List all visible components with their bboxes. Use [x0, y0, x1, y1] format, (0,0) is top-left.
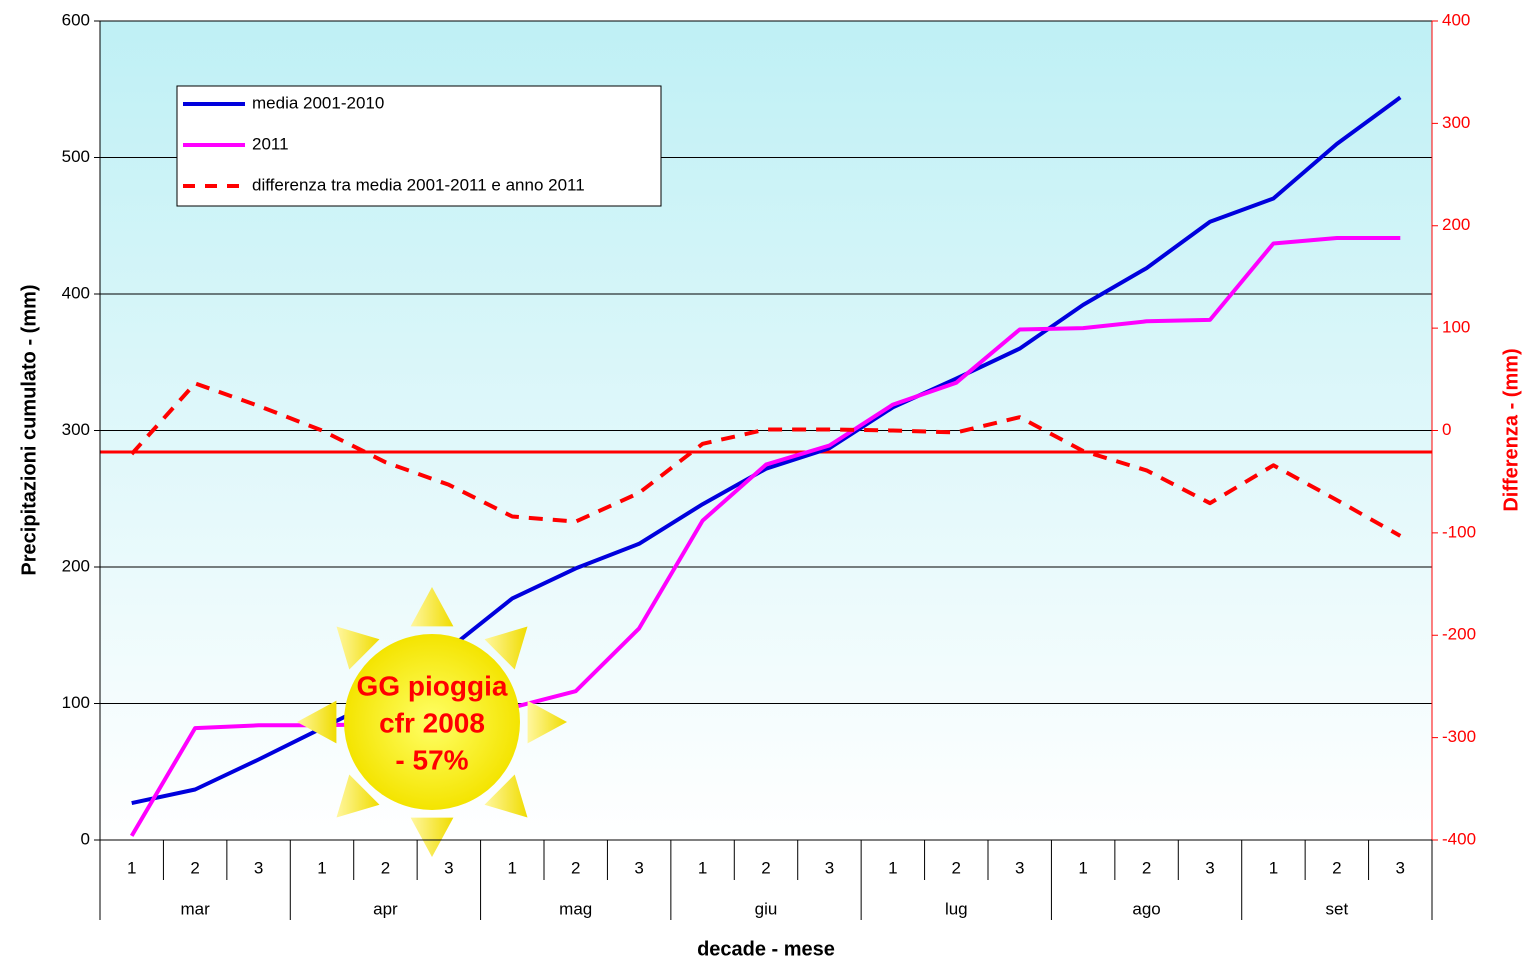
x-tick-label: 3 — [444, 858, 453, 877]
x-tick-label: 3 — [1396, 858, 1405, 877]
x-tick-label: 1 — [698, 858, 707, 877]
annotation: cfr 2008 — [379, 707, 485, 738]
x-group-label: set — [1326, 899, 1349, 918]
sun-disc — [344, 634, 520, 810]
legend — [176, 85, 662, 207]
series-line — [129, 236, 1401, 837]
y2-axis-title: Differenza - (mm) — [1500, 348, 1522, 511]
x-tick-label: 1 — [508, 858, 517, 877]
y-tick-label: 400 — [62, 283, 90, 302]
legend-label: media 2001-2010 — [252, 93, 384, 112]
x-tick-label: 3 — [254, 858, 263, 877]
y-tick-label: 300 — [62, 420, 90, 439]
x-group-label: mar — [181, 899, 211, 918]
y-tick-label: 0 — [81, 829, 90, 848]
y-tick-label: 500 — [62, 147, 90, 166]
x-group-label: ago — [1132, 899, 1160, 918]
y2-tick-label: 0 — [1442, 420, 1451, 439]
y-axis-title: Precipitazioni cumulato - (mm) — [18, 284, 40, 575]
x-tick-label: 3 — [825, 858, 834, 877]
y2-tick-label: 300 — [1442, 113, 1470, 132]
x-group-label: apr — [373, 899, 398, 918]
x-tick-label: 2 — [1142, 858, 1151, 877]
legend-label: 2011 — [252, 134, 289, 153]
x-tick-label: 1 — [888, 858, 897, 877]
sun-ray — [527, 700, 567, 744]
sun-ray — [484, 626, 528, 670]
y2-tick-label: -300 — [1442, 727, 1476, 746]
annotation: GG pioggia — [357, 670, 508, 701]
sun-ray — [410, 587, 454, 627]
sun-ray — [410, 817, 454, 857]
y2-tick-label: 100 — [1442, 318, 1470, 337]
y2-tick-label: -200 — [1442, 625, 1476, 644]
x-tick-label: 2 — [190, 858, 199, 877]
x-tick-label: 1 — [317, 858, 326, 877]
y-tick-label: 600 — [62, 10, 90, 29]
x-tick-label: 2 — [381, 858, 390, 877]
series-line — [130, 381, 1402, 538]
x-tick-label: 3 — [634, 858, 643, 877]
x-tick-label: 2 — [571, 858, 580, 877]
y-tick-label: 200 — [62, 556, 90, 575]
y2-tick-label: -100 — [1442, 522, 1476, 541]
sun-ray — [297, 700, 337, 744]
x-tick-label: 2 — [952, 858, 961, 877]
sun-ray — [336, 626, 380, 670]
x-tick-label: 1 — [127, 858, 136, 877]
x-group-label: lug — [945, 899, 968, 918]
legend-label: differenza tra media 2001-2011 e anno 20… — [252, 175, 585, 194]
annotation: - 57% — [395, 744, 468, 775]
x-group-label: giu — [755, 899, 778, 918]
x-axis-title: decade - mese — [697, 938, 835, 960]
series-line — [131, 95, 1402, 806]
x-tick-label: 2 — [1332, 858, 1341, 877]
sun: GG pioggia cfr 2008 - 57% — [297, 587, 567, 857]
sun-ray — [336, 774, 380, 818]
x-tick-label: 3 — [1205, 858, 1214, 877]
y2-tick-label: 200 — [1442, 215, 1470, 234]
sun-ray — [484, 774, 528, 818]
y-tick-label: 100 — [62, 693, 90, 712]
x-tick-label: 3 — [1015, 858, 1024, 877]
x-tick-label: 2 — [761, 858, 770, 877]
x-tick-label: 1 — [1078, 858, 1087, 877]
x-tick-label: 1 — [1269, 858, 1278, 877]
y2-tick-label: -400 — [1442, 829, 1476, 848]
y2-tick-label: 400 — [1442, 10, 1470, 29]
x-group-label: mag — [559, 899, 592, 918]
